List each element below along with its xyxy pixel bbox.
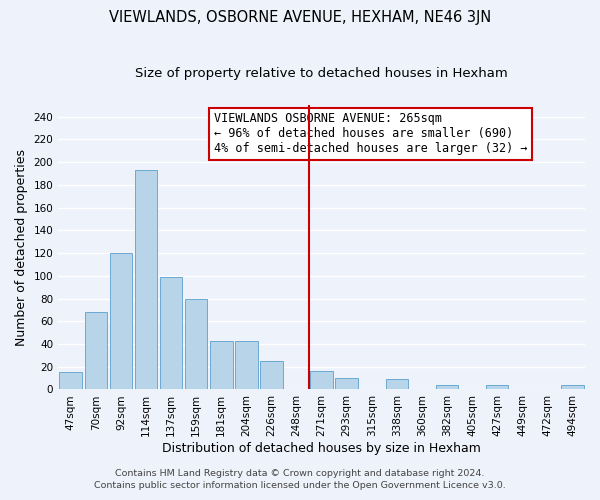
Bar bbox=[160, 277, 182, 390]
Bar bbox=[260, 361, 283, 390]
Bar bbox=[335, 378, 358, 390]
Bar bbox=[59, 372, 82, 390]
Bar bbox=[134, 170, 157, 390]
Title: Size of property relative to detached houses in Hexham: Size of property relative to detached ho… bbox=[135, 68, 508, 80]
Bar bbox=[85, 312, 107, 390]
Bar bbox=[310, 372, 333, 390]
Bar bbox=[185, 298, 208, 390]
Bar bbox=[210, 340, 233, 390]
Text: VIEWLANDS OSBORNE AVENUE: 265sqm
← 96% of detached houses are smaller (690)
4% o: VIEWLANDS OSBORNE AVENUE: 265sqm ← 96% o… bbox=[214, 112, 527, 156]
X-axis label: Distribution of detached houses by size in Hexham: Distribution of detached houses by size … bbox=[162, 442, 481, 455]
Bar bbox=[110, 253, 132, 390]
Y-axis label: Number of detached properties: Number of detached properties bbox=[15, 149, 28, 346]
Bar bbox=[235, 340, 257, 390]
Text: Contains HM Land Registry data © Crown copyright and database right 2024.
Contai: Contains HM Land Registry data © Crown c… bbox=[94, 468, 506, 490]
Bar bbox=[436, 385, 458, 390]
Text: VIEWLANDS, OSBORNE AVENUE, HEXHAM, NE46 3JN: VIEWLANDS, OSBORNE AVENUE, HEXHAM, NE46 … bbox=[109, 10, 491, 25]
Bar bbox=[386, 379, 408, 390]
Bar bbox=[561, 385, 584, 390]
Bar bbox=[486, 385, 508, 390]
